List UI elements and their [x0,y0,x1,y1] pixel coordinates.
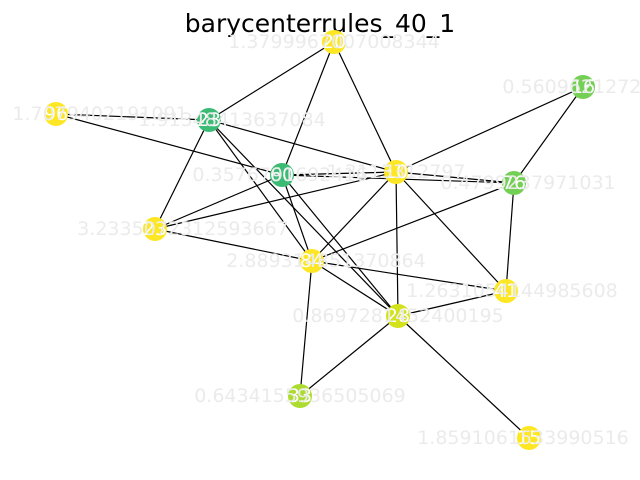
edge-60-28 [281,174,399,317]
edge-20-23a [208,41,335,121]
node-84 [300,249,324,273]
labels-layer: 1.3799967007008344 0.5609621272249 1.70794… [12,31,640,449]
edge-60-84 [281,174,313,262]
node-value-label-10: 1.3113312797 [326,161,465,183]
node-15 [517,426,541,450]
edges-layer [55,41,584,439]
edge-16-76 [513,86,584,184]
edge-60-23b [154,174,283,230]
node-23a [197,108,221,132]
edge-84-28 [311,260,399,317]
node-28 [386,304,410,328]
edge-84-41 [311,260,507,292]
node-label-33: 33 [288,385,312,407]
edge-84-33 [299,260,313,397]
edge-20-60 [281,41,335,176]
node-33 [288,384,312,408]
node-label-23a: 23 [197,109,221,131]
node-96 [44,102,68,126]
edge-28-33 [299,315,399,397]
node-value-label-84: 2.889314851370864 [226,250,425,272]
node-label-84: 84 [300,250,324,272]
edge-10-41 [395,171,507,292]
node-60 [270,163,294,187]
edge-28-41 [397,290,507,317]
node-label-20: 20 [322,31,346,53]
node-23b [143,217,167,241]
node-20 [322,30,346,54]
node-value-label-16: 0.5609621272249 [502,76,640,98]
edge-10-76 [395,171,515,184]
node-value-label-15: 1.8591061533990516 [417,427,629,449]
node-label-41: 41 [494,280,518,302]
node-value-label-76: 0.4799237971031 [440,172,615,194]
node-10 [384,160,408,184]
edge-76-84 [311,182,515,262]
node-label-10: 10 [384,161,408,183]
edge-10-28 [395,171,399,317]
node-41 [494,279,518,303]
node-value-label-96: 1.7079402191091 [12,103,187,125]
node-value-label-23a: 1.91348413637084 [138,109,325,131]
node-76 [502,171,526,195]
edge-10-23b [154,171,397,230]
node-label-96: 96 [44,103,68,125]
edge-96-60 [55,113,283,176]
edge-28-15 [397,315,530,439]
nodes-layer: 20 16 96 23 60 10 76 23 84 41 28 33 15 [44,30,595,450]
node-value-label-28: 0.8697281452400195 [292,305,504,327]
edge-23a-84 [208,119,313,262]
node-value-label-20: 1.3799967007008344 [228,31,440,53]
edge-60-10 [281,171,397,176]
node-value-label-60: 0.3576791692416 [192,164,367,186]
edge-23a-10 [208,119,397,173]
edge-10-16 [395,86,584,173]
edge-23a-28 [208,119,399,317]
graph-title: barycenterrules_40_1 [185,9,455,38]
node-label-28: 28 [386,305,410,327]
node-label-16: 16 [571,76,595,98]
edge-20-10 [333,41,397,173]
node-value-label-33: 0.6434155936505069 [194,385,406,407]
node-label-76: 76 [502,172,526,194]
edge-23a-23b [154,119,210,230]
node-value-label-23b: 3.2335072312593667 [77,218,289,240]
node-value-label-41: 1.2631054144985608 [406,280,618,302]
node-label-23b: 23 [143,218,167,240]
edge-76-41 [505,182,515,292]
node-16 [571,75,595,99]
node-label-60: 60 [270,164,294,186]
edge-10-84 [311,171,397,262]
edge-96-23a [55,113,210,121]
node-label-15: 15 [517,427,541,449]
edge-23b-84 [154,228,313,262]
